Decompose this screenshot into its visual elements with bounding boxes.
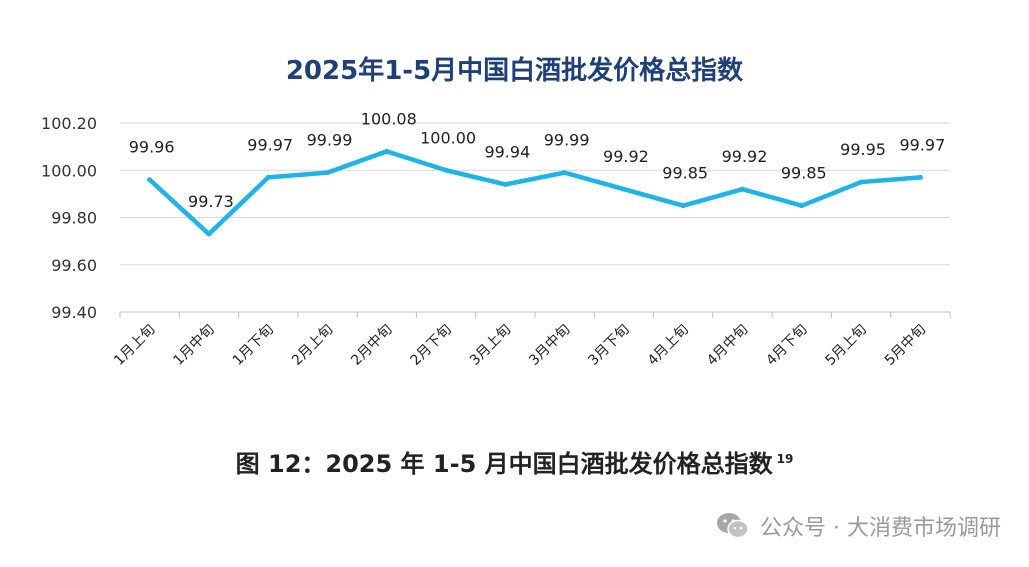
series-line bbox=[147, 149, 923, 237]
x-tick-label: 5月中旬 bbox=[882, 322, 929, 369]
data-point bbox=[562, 170, 568, 176]
x-tick-label: 3月下旬 bbox=[585, 322, 632, 369]
x-tick-label: 2月下旬 bbox=[408, 322, 455, 369]
data-label: 99.85 bbox=[781, 164, 827, 183]
figure-caption: 图 12：2025 年 1-5 月中国白酒批发价格总指数 19 bbox=[0, 444, 1029, 479]
y-tick-label: 99.80 bbox=[51, 209, 97, 228]
data-point bbox=[325, 170, 330, 176]
data-label: 99.95 bbox=[840, 140, 886, 159]
x-tick-label: 1月上旬 bbox=[111, 322, 158, 369]
data-label: 99.85 bbox=[662, 164, 708, 183]
data-label: 100.00 bbox=[420, 128, 476, 147]
data-label: 99.73 bbox=[188, 192, 234, 211]
data-point bbox=[621, 186, 627, 192]
x-tick-label: 2月上旬 bbox=[289, 322, 336, 369]
chart-area: 2025年1-5月中国白酒批发价格总指数 99.40 99.60 99.80 100.… bbox=[41, 56, 951, 369]
x-tick-label: 5月上旬 bbox=[823, 322, 870, 369]
chart-title: 2025年1-5月中国白酒批发价格总指数 bbox=[285, 56, 744, 86]
wechat-icon bbox=[717, 513, 749, 539]
data-label: 99.99 bbox=[307, 131, 353, 150]
data-point bbox=[917, 174, 923, 180]
data-point bbox=[502, 181, 508, 187]
data-label: 99.94 bbox=[484, 142, 530, 161]
data-label: 99.92 bbox=[603, 147, 649, 166]
line-chart: 99.40 99.60 99.80 100.00 100.20 1月上旬 1月中旬 1月下旬 2… bbox=[41, 109, 951, 369]
data-point bbox=[147, 177, 153, 183]
x-tick-label: 4月上旬 bbox=[645, 322, 692, 369]
data-label: 99.96 bbox=[129, 138, 175, 157]
x-tick-label: 3月中旬 bbox=[526, 322, 573, 369]
caption-note: 19 bbox=[776, 452, 794, 466]
data-label: 99.97 bbox=[247, 135, 293, 154]
data-point bbox=[680, 203, 686, 209]
x-tick-label: 4月中旬 bbox=[704, 322, 751, 369]
data-label: 99.92 bbox=[722, 147, 768, 166]
y-tick-label: 99.40 bbox=[51, 303, 97, 322]
data-point bbox=[858, 179, 864, 185]
watermark: 公众号 · 大消费市场调研 bbox=[716, 510, 1001, 542]
data-label: 99.97 bbox=[899, 135, 945, 154]
data-point bbox=[799, 203, 805, 209]
data-label: 100.08 bbox=[361, 109, 417, 128]
data-label: 99.99 bbox=[544, 131, 590, 150]
x-tick-label: 1月下旬 bbox=[230, 322, 277, 369]
data-point bbox=[384, 148, 390, 154]
y-tick-label: 100.20 bbox=[41, 114, 97, 133]
data-point bbox=[206, 231, 212, 237]
x-tick-label: 1月中旬 bbox=[170, 322, 217, 369]
y-tick-label: 100.00 bbox=[41, 161, 97, 180]
x-tick-label: 2月中旬 bbox=[348, 322, 395, 369]
watermark-text: 公众号 · 大消费市场调研 bbox=[760, 516, 1001, 541]
caption-text: 图 12：2025 年 1-5 月中国白酒批发价格总指数 bbox=[235, 450, 773, 478]
data-point bbox=[443, 167, 449, 173]
data-point bbox=[740, 186, 745, 192]
x-tick-label: 3月上旬 bbox=[467, 322, 514, 369]
y-tick-label: 99.60 bbox=[51, 256, 97, 275]
data-point bbox=[265, 174, 271, 180]
x-tick-label: 4月下旬 bbox=[763, 322, 810, 369]
